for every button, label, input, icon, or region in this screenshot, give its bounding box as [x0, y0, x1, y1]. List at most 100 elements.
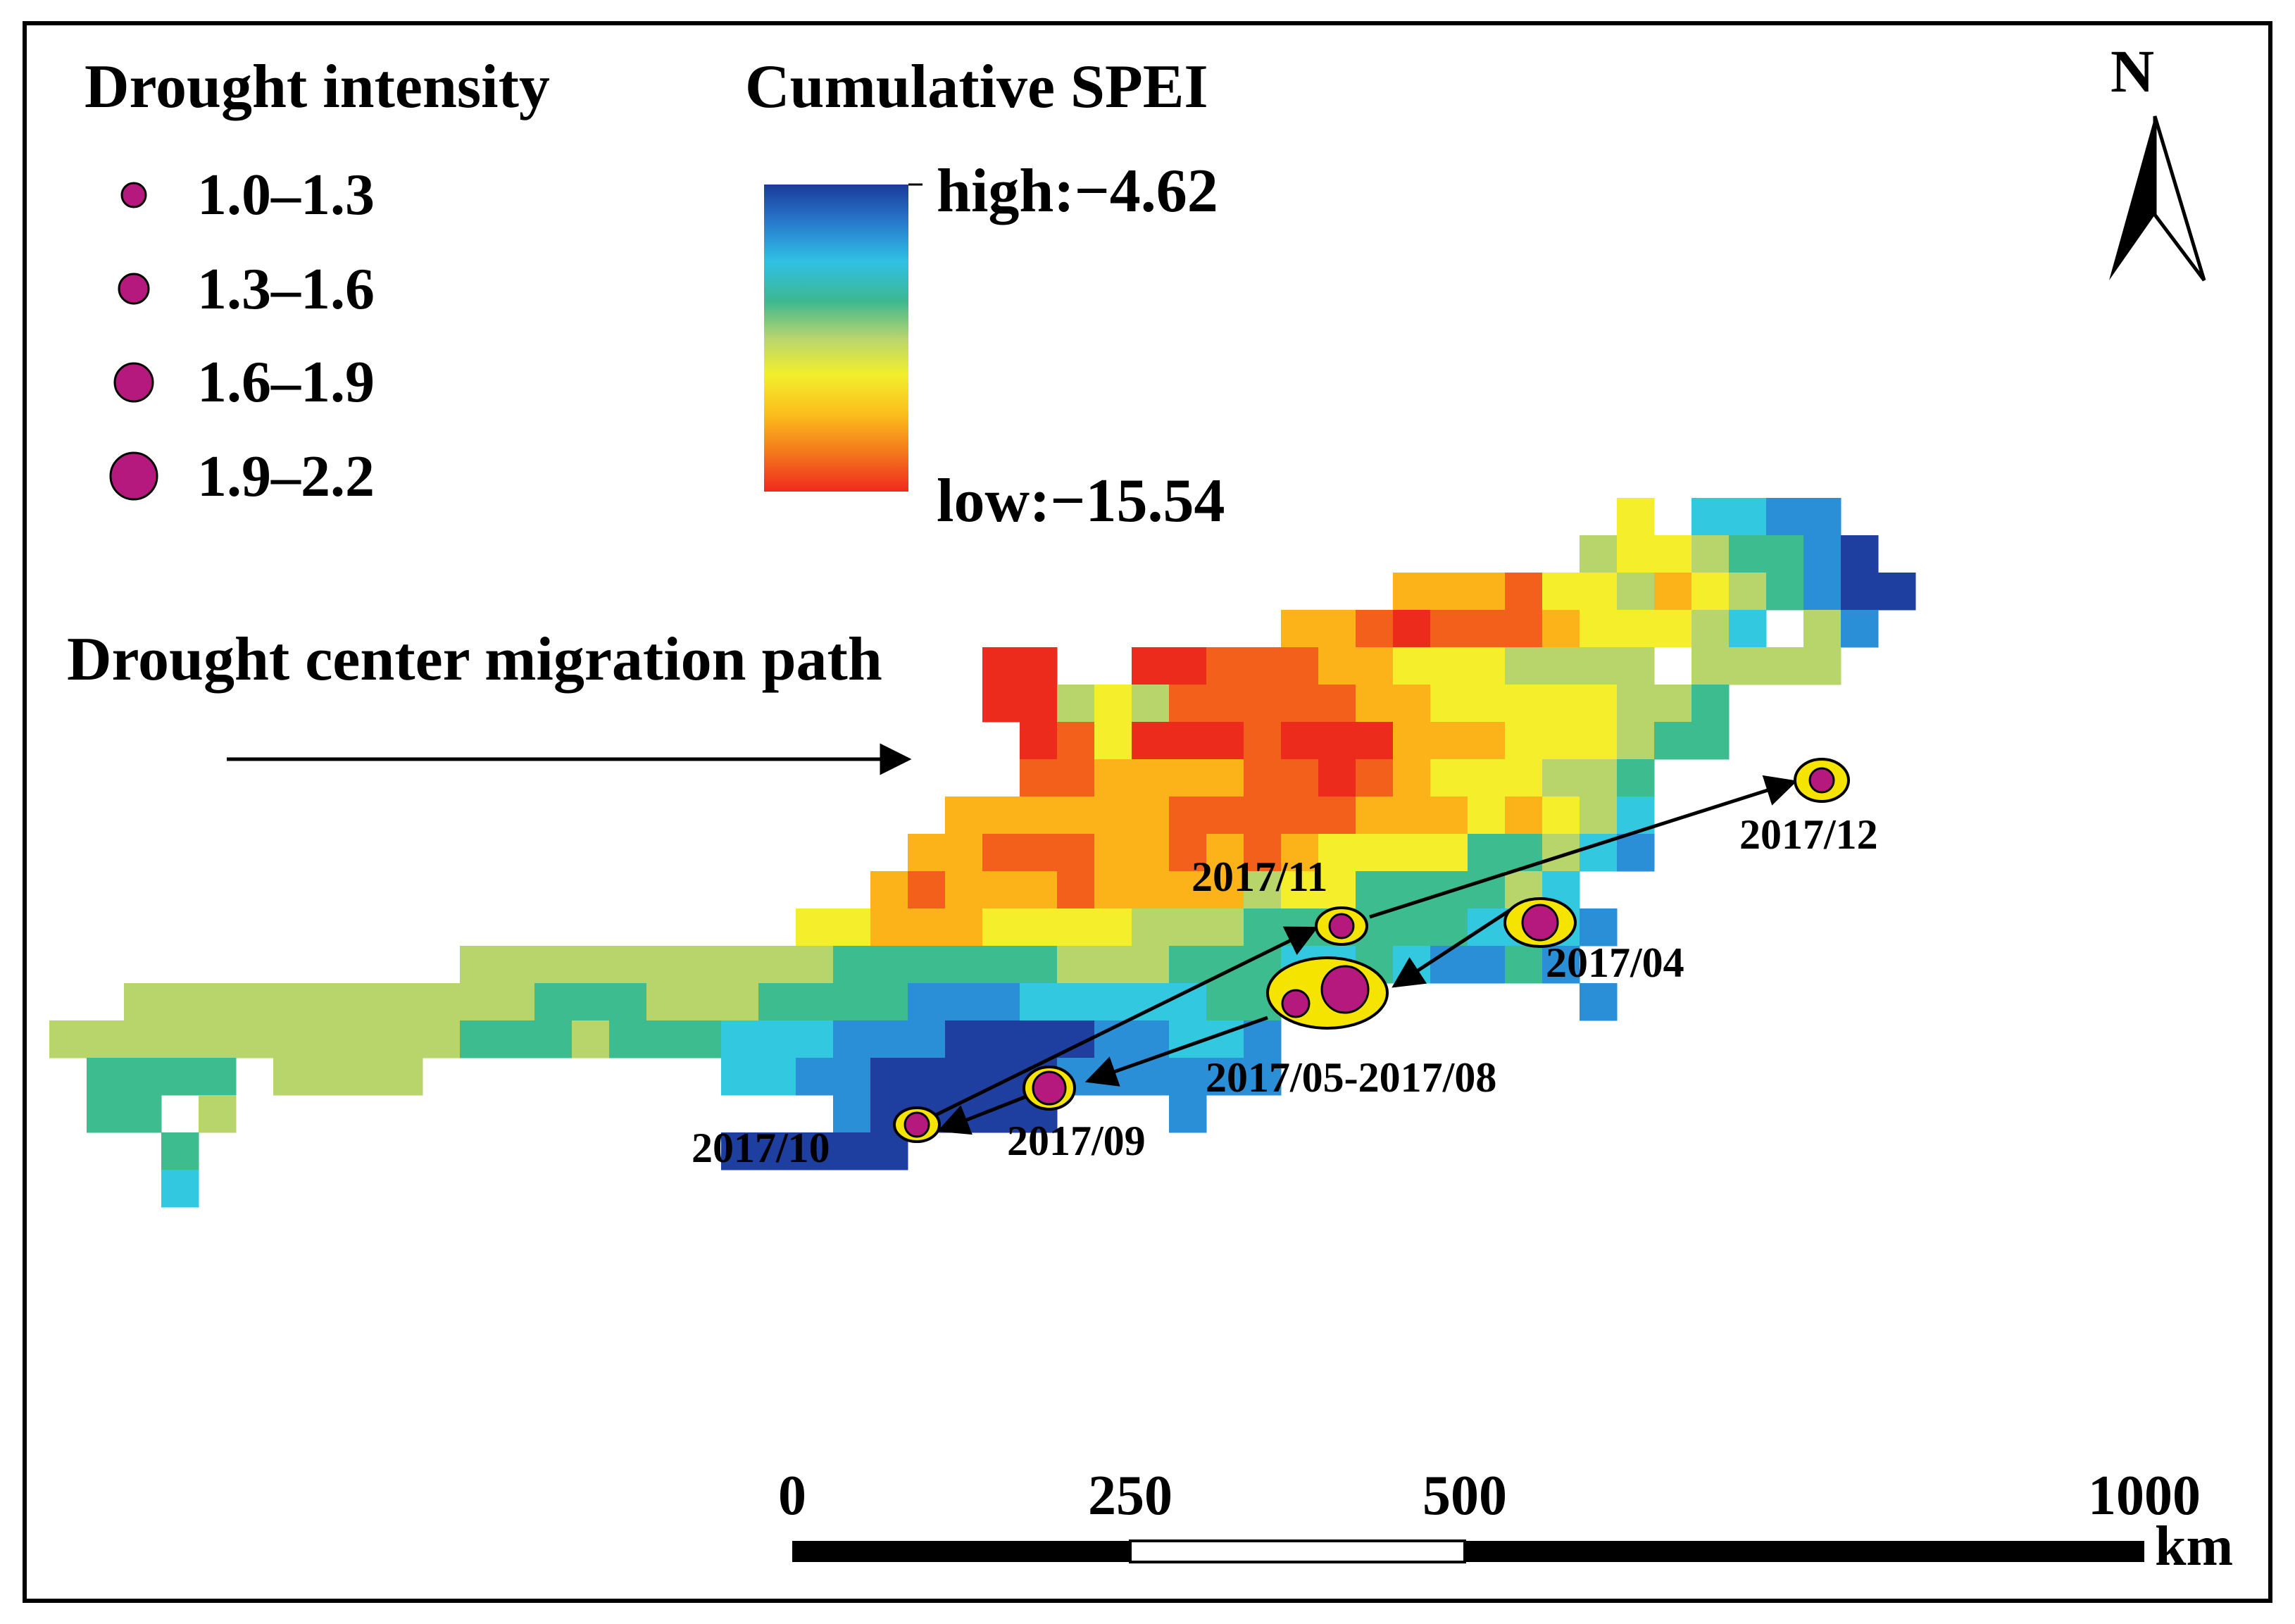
spei-cell: [1803, 647, 1841, 685]
spei-cell: [1617, 834, 1655, 872]
spei-cell: [311, 1058, 349, 1096]
spei-cell: [1580, 908, 1618, 947]
spei-cell: [1020, 946, 1058, 984]
spei-cell: [833, 908, 871, 947]
spei-cell: [982, 908, 1020, 947]
spei-cell: [908, 946, 946, 984]
spei-cell: [1505, 759, 1543, 797]
intensity-symbol-4: [109, 451, 158, 501]
drought-center-2017-12: 2017/12: [1739, 758, 1878, 858]
spei-cell: [1132, 685, 1170, 723]
spei-cell: [796, 983, 834, 1021]
spei-cell: [1244, 871, 1282, 909]
spei-cell: [1542, 759, 1580, 797]
spei-cell: [1505, 797, 1543, 835]
migration-path: [925, 775, 1798, 1135]
spei-cell: [199, 1020, 237, 1058]
spei-color-ramp: [764, 185, 908, 492]
migration-legend-title: Drought center migration path: [67, 625, 882, 694]
spei-cell: [1617, 647, 1655, 685]
spei-cell: [1356, 722, 1394, 760]
drought-center-2017-04: 2017/04: [1503, 897, 1684, 986]
spei-cell: [870, 1020, 908, 1058]
spei-cell: [1691, 722, 1730, 760]
spei-cell: [1766, 647, 1804, 685]
spei-cell: [1020, 647, 1058, 685]
spei-cell: [1206, 871, 1244, 909]
spei-cell: [1318, 797, 1356, 835]
spei-cell: [982, 834, 1020, 872]
spei-cell: [1766, 535, 1804, 573]
spei-cell: [385, 983, 423, 1021]
spei-cell: [1057, 722, 1095, 760]
spei-cell: [1691, 498, 1730, 536]
spei-cell: [1057, 759, 1095, 797]
spei-cell: [572, 946, 610, 984]
spei-cell: [1356, 610, 1394, 648]
spei-cell: [236, 1020, 274, 1058]
path-11-to-12: [1369, 775, 1798, 919]
spei-cell: [1169, 1095, 1207, 1133]
spei-cell: [1430, 722, 1468, 760]
spei-cell: [161, 1020, 199, 1058]
spei-cell: [1244, 759, 1282, 797]
spei-cell: [1580, 797, 1618, 835]
spei-cell: [1430, 834, 1468, 872]
spei-cell: [1020, 1020, 1058, 1058]
spei-cell: [1393, 685, 1431, 723]
spei-cell: [1468, 647, 1506, 685]
spei-cell: [1318, 647, 1356, 685]
spei-cell: [1505, 722, 1543, 760]
spei-cell: [1729, 610, 1767, 648]
spei-cell: [908, 1058, 946, 1096]
spei-cell: [1803, 573, 1841, 611]
spei-cell: [49, 1020, 87, 1058]
spei-cell: [1169, 983, 1207, 1021]
spei-cell: [423, 1020, 461, 1058]
spei-cell: [1468, 573, 1506, 611]
spei-cell: [908, 871, 946, 909]
spei-cell: [572, 983, 610, 1021]
spei-cell: [1206, 722, 1244, 760]
spei-cell: [870, 1058, 908, 1096]
drought-center-2017-05-08: 2017/05-2017/08: [1206, 956, 1496, 1101]
spei-cell: [982, 983, 1020, 1021]
spei-cell: [1132, 1020, 1170, 1058]
spei-cell: [796, 1132, 834, 1170]
spei-cell: [1430, 573, 1468, 611]
spei-cell: [1654, 610, 1692, 648]
spei-cell: [1020, 797, 1058, 835]
spei-cell: [721, 1020, 759, 1058]
spei-cell: [1020, 908, 1058, 947]
spei-cell: [721, 1058, 759, 1096]
spei-cell: [1393, 722, 1431, 760]
spei-cell: [1244, 647, 1282, 685]
spei-cell: [1356, 759, 1394, 797]
spei-cell: [1020, 722, 1058, 760]
spei-cell: [1356, 871, 1394, 909]
spei-low-label: low:−15.54: [937, 467, 1225, 535]
spei-cell: [1020, 759, 1058, 797]
spei-cell: [609, 946, 647, 984]
spei-cell: [1169, 685, 1207, 723]
center-label: 2017/05-2017/08: [1206, 1054, 1496, 1101]
spei-cell: [311, 983, 349, 1021]
spei-cell: [1281, 610, 1319, 648]
spei-cell: [385, 1020, 423, 1058]
spei-cell: [1206, 647, 1244, 685]
spei-cell: [1580, 759, 1618, 797]
spei-cell: [1057, 983, 1095, 1021]
spei-cell: [1169, 834, 1207, 872]
scale-tick-500: 500: [1422, 1465, 1507, 1527]
path-04-to-0508: [1392, 906, 1514, 988]
spei-cell: [161, 1170, 199, 1208]
drought-center-2017-11: 2017/11: [1192, 854, 1368, 946]
spei-cell: [1803, 535, 1841, 573]
spei-cell: [758, 1020, 796, 1058]
spei-cell: [1206, 1058, 1244, 1096]
spei-cell: [1691, 685, 1730, 723]
spei-cell: [1654, 573, 1692, 611]
spei-cell: [1617, 535, 1655, 573]
scale-tick-1000: 1000: [2088, 1465, 2201, 1527]
